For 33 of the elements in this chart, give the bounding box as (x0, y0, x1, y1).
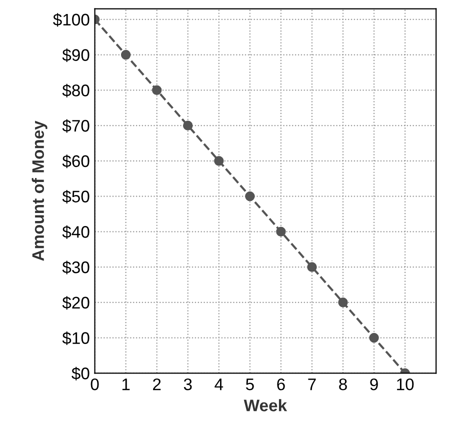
y-tick-label: $100 (53, 13, 90, 27)
y-tick-label: $70 (62, 119, 90, 133)
point (338, 298, 348, 308)
x-tick-label: 6 (277, 378, 285, 390)
point (369, 332, 379, 343)
x-axis-title: Week (244, 399, 288, 412)
x-tick-label: 1 (122, 378, 130, 390)
point (120, 50, 131, 60)
y-tick-label: $60 (62, 154, 90, 168)
point (245, 191, 255, 202)
point (307, 262, 317, 272)
x-tick-label: 0 (90, 378, 99, 390)
x-tick-label: 9 (370, 378, 378, 390)
point (183, 120, 193, 130)
x-tick-label: 4 (214, 378, 224, 390)
y-tick-label: $0 (72, 366, 90, 380)
y-axis-title: Amount of Money (32, 120, 48, 261)
y-tick-label: $90 (62, 48, 90, 62)
point (214, 156, 224, 166)
y-tick-label: $50 (62, 190, 90, 204)
x-tick-label: 7 (308, 378, 316, 390)
y-tick-label: $30 (62, 260, 90, 274)
y-tick-label: $10 (62, 331, 90, 345)
x-tick-label: 5 (246, 378, 254, 390)
y-tick-label: $80 (62, 84, 90, 98)
y-tick-label: $20 (62, 296, 90, 310)
y-tick-label: $40 (62, 225, 90, 239)
x-tick-label: 10 (397, 378, 414, 390)
x-tick-label: 3 (184, 378, 192, 390)
point (152, 85, 162, 96)
point (276, 226, 286, 237)
x-tick-label: 8 (339, 378, 347, 390)
x-tick-label: 2 (153, 378, 161, 390)
